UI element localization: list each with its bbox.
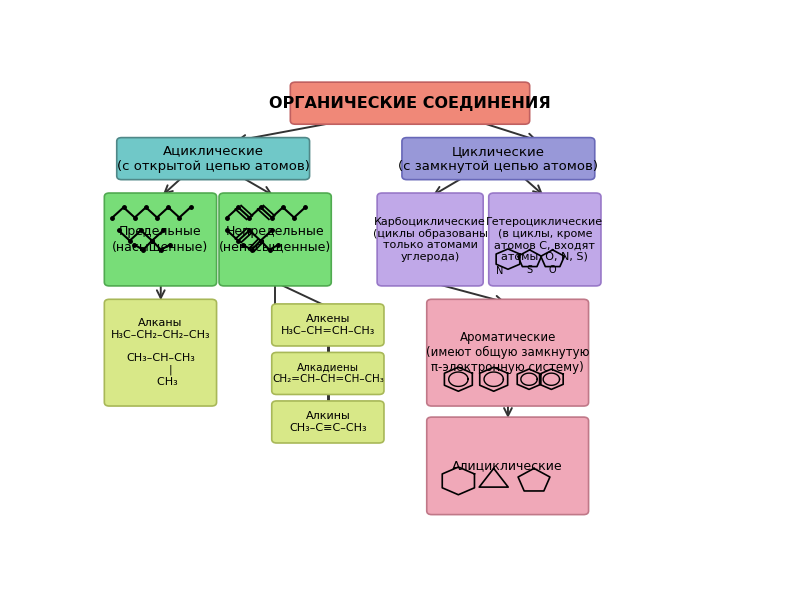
Text: Алициклические: Алициклические [452,460,563,472]
Text: Карбоциклические
(циклы образованы
только атомами
углерода): Карбоциклические (циклы образованы тольк… [373,217,487,262]
Text: Предельные
(насыщенные): Предельные (насыщенные) [112,226,209,253]
Text: N: N [496,266,503,276]
Text: Гетероциклические
(в циклы, кроме
атомов С, входят
атомы  O, N, S): Гетероциклические (в циклы, кроме атомов… [486,217,603,262]
FancyBboxPatch shape [290,82,530,124]
FancyBboxPatch shape [426,417,589,515]
FancyBboxPatch shape [272,304,384,346]
Text: Ациклические
(с открытой цепью атомов): Ациклические (с открытой цепью атомов) [117,145,310,173]
Text: ОРГАНИЧЕСКИЕ СОЕДИНЕНИЯ: ОРГАНИЧЕСКИЕ СОЕДИНЕНИЯ [269,95,551,110]
Text: O: O [549,265,557,275]
FancyBboxPatch shape [402,137,594,179]
FancyBboxPatch shape [426,299,589,406]
FancyBboxPatch shape [104,299,217,406]
Text: Алкены
H₃C–CH=CH–CH₃: Алкены H₃C–CH=CH–CH₃ [281,314,375,336]
FancyBboxPatch shape [489,193,601,286]
FancyBboxPatch shape [117,137,310,179]
Text: Алкадиены
CH₂=CH–CH=CH–CH₃: Алкадиены CH₂=CH–CH=CH–CH₃ [272,362,384,384]
Text: Циклические
(с замкнутой цепью атомов): Циклические (с замкнутой цепью атомов) [398,145,598,173]
FancyBboxPatch shape [272,352,384,394]
FancyBboxPatch shape [104,193,217,286]
Text: Алканы
H₃C–CH₂–CH₂–CH₃

CH₃–CH–CH₃
      |
    CH₃: Алканы H₃C–CH₂–CH₂–CH₃ CH₃–CH–CH₃ | CH₃ [110,319,210,387]
FancyBboxPatch shape [377,193,483,286]
Text: Ароматические
(имеют общую замкнутую
π-электронную систему): Ароматические (имеют общую замкнутую π-э… [426,331,590,374]
FancyBboxPatch shape [219,193,331,286]
Text: S: S [526,265,533,275]
FancyBboxPatch shape [272,401,384,443]
Text: Непредельные
(ненасыщенные): Непредельные (ненасыщенные) [219,226,331,253]
Text: Алкины
CH₃–C≡C–CH₃: Алкины CH₃–C≡C–CH₃ [289,411,366,433]
